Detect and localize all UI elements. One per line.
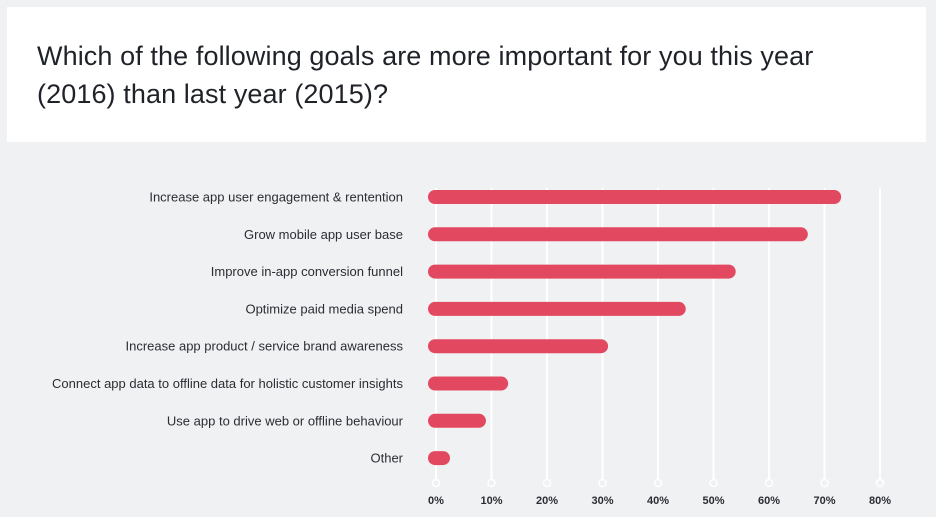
bar	[428, 376, 509, 391]
bar	[428, 339, 609, 354]
category-labels: Increase app user engagement & rententio…	[52, 190, 404, 466]
gridline-end-marker	[431, 478, 441, 488]
x-tick-label: 10%	[480, 495, 502, 507]
gridline-end-marker	[709, 478, 718, 488]
bar	[428, 227, 808, 242]
category-label: Increase app user engagement & rententio…	[149, 190, 403, 205]
gridline-end-marker	[598, 478, 607, 488]
x-axis-ticks: 0% 10% 20% 30% 40% 50% 60% 70% 80%	[428, 495, 891, 507]
bars	[428, 190, 842, 466]
gridline-end-marker	[820, 478, 829, 488]
bar	[428, 190, 842, 204]
bar	[428, 413, 486, 428]
gridline-end-marker	[875, 478, 885, 488]
category-label: Other	[370, 451, 403, 466]
x-tick-label: 60%	[758, 495, 780, 507]
gridline-end-marker	[487, 478, 496, 488]
bar	[428, 451, 450, 466]
gridline-end-marker	[542, 478, 552, 488]
gridline-end-marker	[764, 478, 774, 488]
chart-title: Which of the following goals are more im…	[37, 41, 814, 109]
x-tick-label: 20%	[536, 495, 558, 507]
x-tick-label: 70%	[813, 495, 835, 507]
bar	[428, 264, 736, 279]
x-tick-label: 80%	[869, 495, 891, 507]
category-label: Use app to drive web or offline behaviou…	[167, 413, 404, 428]
category-label: Improve in-app conversion funnel	[211, 264, 403, 279]
title-card: Which of the following goals are more im…	[7, 7, 926, 142]
gridline-end-marker	[653, 478, 663, 488]
x-tick-label: 30%	[591, 495, 613, 507]
x-tick-label: 40%	[647, 495, 669, 507]
category-label: Grow mobile app user base	[244, 227, 403, 242]
category-label: Connect app data to offline data for hol…	[52, 376, 403, 391]
category-label: Increase app product / service brand awa…	[126, 339, 404, 354]
x-tick-label: 50%	[702, 495, 724, 507]
category-label: Optimize paid media spend	[245, 301, 403, 316]
bar-chart: Increase app user engagement & rententio…	[52, 188, 891, 507]
bar	[428, 301, 686, 316]
x-tick-label: 0%	[428, 495, 444, 507]
